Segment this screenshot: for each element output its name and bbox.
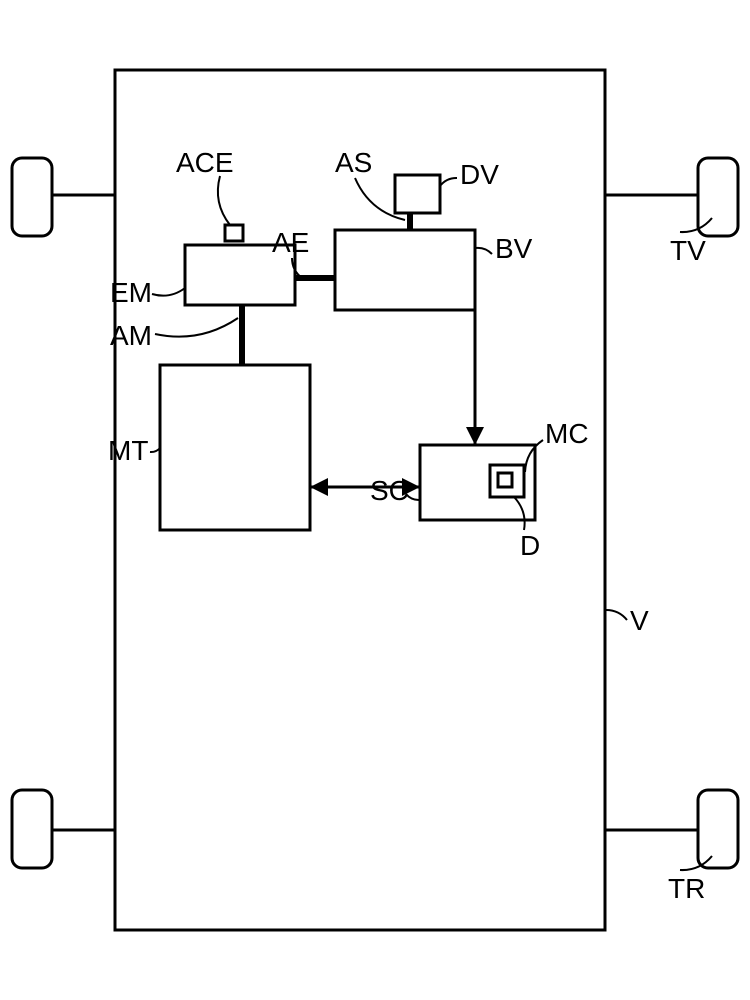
wheel-rear_left bbox=[12, 790, 52, 868]
block-DV bbox=[395, 175, 440, 213]
block-ACE bbox=[225, 225, 243, 241]
label-MT: MT bbox=[108, 435, 148, 466]
block-MC bbox=[498, 473, 512, 487]
label-ACE: ACE bbox=[176, 147, 234, 178]
leader-V bbox=[605, 610, 627, 620]
block-MT bbox=[160, 365, 310, 530]
label-AE: AE bbox=[272, 227, 309, 258]
label-AM: AM bbox=[110, 320, 152, 351]
label-MC: MC bbox=[545, 418, 589, 449]
label-SC: SC bbox=[370, 475, 409, 506]
label-DV: DV bbox=[460, 159, 499, 190]
label-TV: TV bbox=[670, 235, 706, 266]
vehicle-powertrain-diagram: ACEAEASDVBVEMAMMTSCMCDVTVTR bbox=[0, 0, 750, 1000]
block-BV bbox=[335, 230, 475, 310]
wheel-rear_right bbox=[698, 790, 738, 868]
label-D: D bbox=[520, 530, 540, 561]
label-BV: BV bbox=[495, 233, 533, 264]
label-EM: EM bbox=[110, 277, 152, 308]
wheel-front_left bbox=[12, 158, 52, 236]
label-V: V bbox=[630, 605, 649, 636]
label-AS: AS bbox=[335, 147, 372, 178]
label-TR: TR bbox=[668, 873, 705, 904]
